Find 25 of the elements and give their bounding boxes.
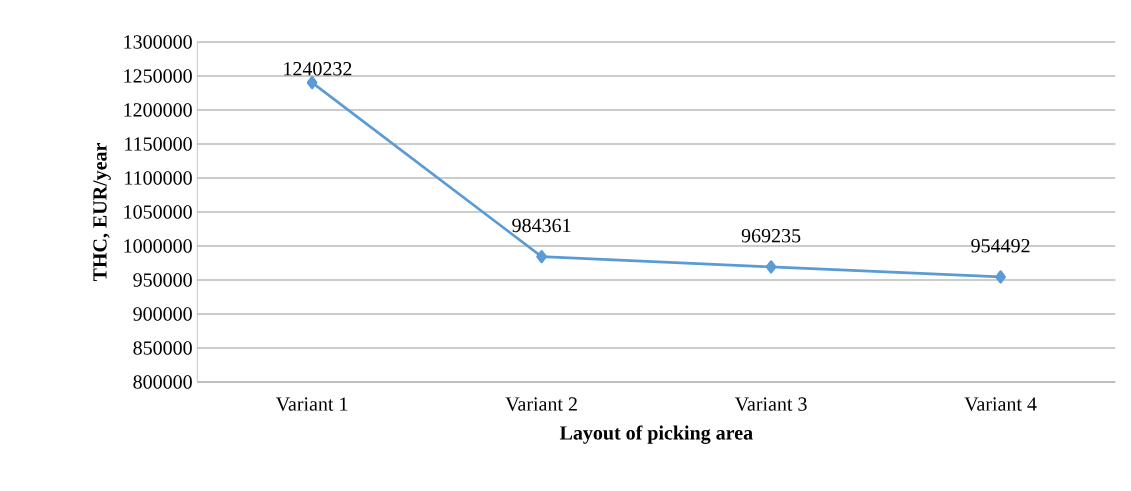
y-tick-label: 1100000 [125,171,192,185]
data-label: 954492 [971,239,1030,253]
point [995,270,1006,284]
y-tick-label: 900000 [133,307,192,321]
y-tick-label: 1000000 [124,239,192,253]
point [536,249,547,264]
data-label: 969235 [741,229,801,243]
y-tick-label: 1050000 [124,205,192,219]
y-tick-label: 850000 [133,341,192,355]
point [765,260,777,274]
y-tick-label: 1200000 [124,103,192,117]
y-tick-label: 1300000 [124,35,192,49]
data-label: 984361 [512,218,571,233]
x-tick-label: Variant 1 [275,397,348,411]
data-label: 1240232 [284,62,352,76]
y-tick-label: 1150000 [125,137,192,151]
y-tick-label: 800000 [133,375,192,389]
point [306,75,318,90]
x-tick-label: Variant 4 [964,397,1037,411]
x-tick-label: Variant 3 [734,397,807,411]
y-tick-label: 1250000 [124,69,192,83]
x-tick-label: Variant 2 [505,397,577,411]
y-tick-label: 950000 [133,273,192,287]
y-axis-title: THC, EUR/year [93,143,111,282]
x-axis-title: Layout of picking area [559,425,753,444]
